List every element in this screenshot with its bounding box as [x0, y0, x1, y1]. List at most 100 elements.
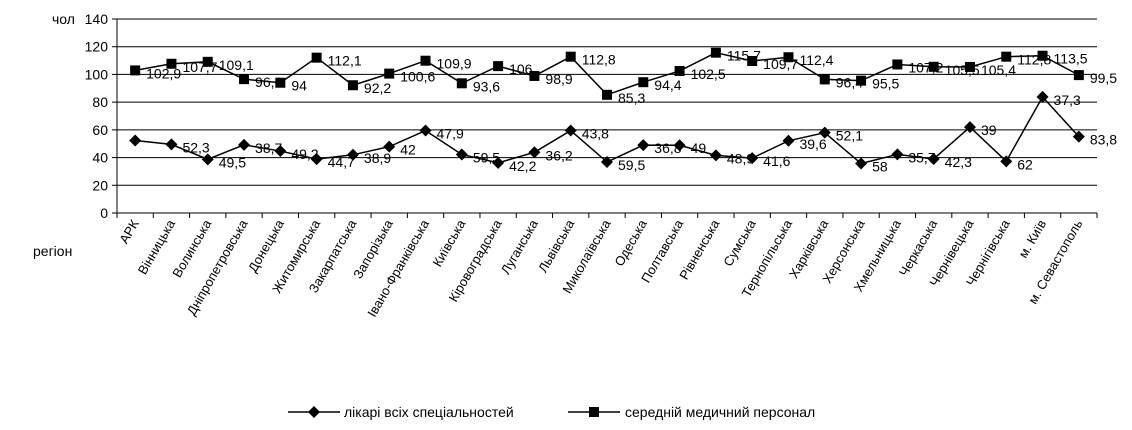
- diamond-marker: [419, 124, 432, 137]
- data-label: 39: [981, 122, 997, 138]
- data-label: 39,6: [799, 136, 826, 152]
- square-marker: [1001, 51, 1012, 62]
- data-label: 48,9: [727, 150, 754, 166]
- data-label: 59,5: [473, 150, 500, 166]
- diamond-marker: [310, 153, 323, 166]
- y-tick-label: 100: [85, 66, 109, 82]
- diamond-marker: [346, 148, 359, 161]
- square-marker: [928, 61, 939, 72]
- diamond-marker: [782, 134, 795, 147]
- square-marker: [384, 68, 395, 79]
- data-label: 112,1: [328, 53, 362, 69]
- series-group: [129, 47, 1085, 170]
- data-label: 55,1: [1126, 0, 1132, 3]
- y-tick-label: 80: [92, 94, 108, 110]
- data-label: 62: [1017, 156, 1033, 172]
- square-marker: [747, 55, 758, 66]
- data-label: 102,9: [146, 65, 181, 81]
- square-marker: [892, 59, 903, 70]
- square-marker: [239, 74, 250, 85]
- diamond-marker: [1036, 90, 1049, 103]
- diamond-marker: [1072, 130, 1085, 143]
- square-marker: [783, 52, 794, 63]
- data-label: 93,6: [473, 78, 500, 94]
- data-label: 109,7: [763, 56, 798, 72]
- data-label: 37,3: [1054, 92, 1081, 108]
- square-marker: [130, 65, 141, 76]
- data-label: 106: [509, 61, 533, 77]
- diamond-marker: [673, 139, 686, 152]
- data-label: 102,5: [691, 66, 726, 82]
- data-label: 36,8: [654, 140, 681, 156]
- x-axis: АРКВінницькаВолинськаДніпропетровськаДон…: [116, 213, 1098, 319]
- data-label: 105,4: [981, 62, 1016, 78]
- data-label: 35,7: [908, 149, 935, 165]
- square-marker: [493, 61, 504, 72]
- square-marker: [347, 80, 358, 91]
- square-marker: [638, 77, 649, 88]
- data-label: 94,4: [654, 77, 681, 93]
- diamond-marker: [492, 156, 505, 169]
- square-marker: [202, 56, 213, 67]
- square-marker: [856, 75, 867, 86]
- y-tick-label: 140: [85, 11, 109, 27]
- data-label: 94: [291, 78, 307, 94]
- diamond-marker: [528, 146, 541, 159]
- y-axis: 0 20 40 60 80 100 120 140: [85, 11, 118, 221]
- x-tick-label: Київська: [430, 216, 469, 269]
- data-label: 112,8: [1017, 52, 1051, 68]
- data-label: 38,7: [255, 140, 282, 156]
- gridlines: [117, 18, 1097, 214]
- y-tick-label: 40: [92, 150, 108, 166]
- square-marker: [420, 55, 431, 66]
- diamond-marker: [746, 152, 759, 165]
- square-marker: [602, 89, 612, 100]
- diamond-marker: [564, 124, 577, 137]
- data-label: 58: [872, 159, 888, 175]
- square-marker: [1037, 50, 1048, 61]
- diamond-marker: [238, 138, 251, 151]
- square-marker: [311, 52, 322, 63]
- data-label: 49,2: [291, 146, 318, 162]
- diamond-marker: [455, 148, 468, 161]
- square-marker: [529, 70, 540, 81]
- legend-label-doctors: лікарі всіх спеціальностей: [344, 404, 514, 420]
- diamond-marker: [927, 152, 940, 165]
- data-label: 107,7: [182, 59, 217, 75]
- y-tick-label: 60: [92, 122, 108, 138]
- square-marker: [710, 47, 721, 58]
- data-label: 92,2: [364, 80, 391, 96]
- data-label: 59,5: [618, 157, 645, 173]
- diamond-marker: [891, 148, 904, 161]
- data-label: 38,9: [364, 150, 391, 166]
- diamond-marker: [274, 145, 287, 158]
- data-label: 115,7: [727, 48, 761, 64]
- data-label: 43,8: [582, 126, 609, 142]
- data-label: 112,4: [799, 52, 833, 68]
- diamond-marker: [963, 121, 976, 134]
- diamond-marker: [601, 156, 613, 169]
- data-label: 107,2: [908, 59, 943, 75]
- square-marker: [674, 65, 685, 76]
- data-label: 52,3: [182, 139, 209, 155]
- y-tick-label: 20: [92, 177, 108, 193]
- data-label: 41,6: [763, 153, 790, 169]
- data-label: 52,1: [836, 128, 863, 144]
- diamond-marker: [383, 140, 396, 153]
- square-marker: [819, 74, 830, 85]
- diamond-marker: [201, 153, 214, 166]
- data-label: 112,8: [582, 52, 616, 68]
- data-label: 85,3: [618, 90, 645, 106]
- diamond-marker: [165, 138, 178, 151]
- diamond-marker: [129, 134, 142, 147]
- data-label: 98,9: [545, 71, 572, 87]
- x-axis-label: регіон: [33, 243, 72, 259]
- data-labels: 52,3 49,5 38,7 49,2 44,7 38,9 42 47,9 59,5 42,2 36…: [146, 0, 1132, 175]
- y-tick-label: 0: [100, 205, 108, 221]
- data-label: 109,9: [437, 56, 472, 72]
- diamond-marker: [1000, 155, 1013, 168]
- legend-diamond-marker: [308, 406, 320, 418]
- square-marker: [1073, 70, 1084, 81]
- square-marker: [166, 58, 177, 69]
